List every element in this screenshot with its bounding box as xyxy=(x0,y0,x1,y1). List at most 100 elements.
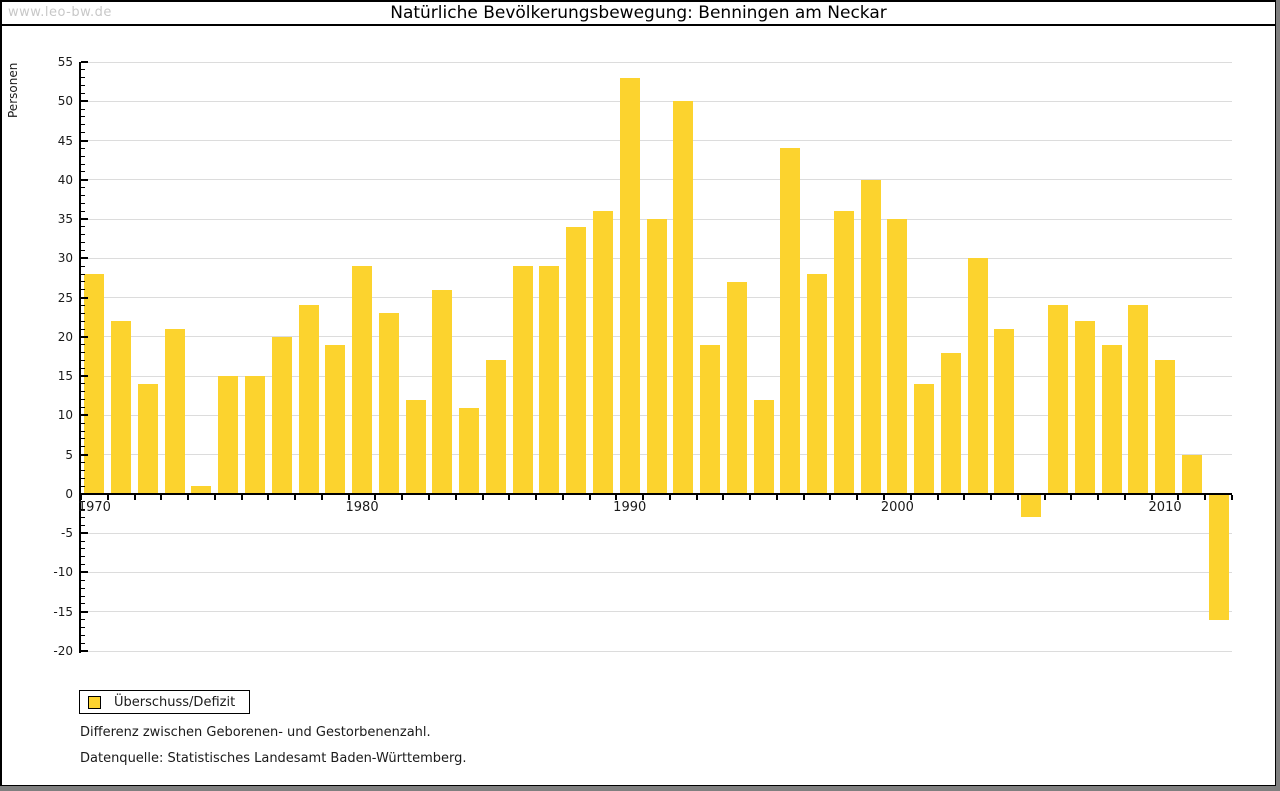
x-axis-tick xyxy=(963,494,966,500)
bar-2008[interactable] xyxy=(1101,344,1122,494)
x-axis-label: 1980 xyxy=(345,499,379,515)
bar-1990[interactable] xyxy=(619,77,640,494)
x-axis-tick xyxy=(883,494,886,500)
y-axis-minor-tick xyxy=(81,603,85,605)
footnote-definition: Differenz zwischen Geborenen- und Gestor… xyxy=(80,725,431,740)
bar-1972[interactable] xyxy=(137,383,158,494)
bar-1982[interactable] xyxy=(405,399,426,494)
x-axis xyxy=(81,492,1232,495)
bar-1996[interactable] xyxy=(780,148,801,494)
bar-1986[interactable] xyxy=(512,266,533,494)
bar-2005[interactable] xyxy=(1021,493,1042,518)
x-axis-tick xyxy=(722,494,725,500)
bar-1984[interactable] xyxy=(459,407,480,494)
y-axis-minor-tick xyxy=(81,273,85,275)
y-axis-minor-tick xyxy=(81,391,85,393)
gridline xyxy=(81,100,1232,102)
gridline xyxy=(81,571,1232,573)
bar-1994[interactable] xyxy=(726,281,747,494)
bar-2012[interactable] xyxy=(1208,493,1229,620)
bar-1989[interactable] xyxy=(592,211,613,494)
y-axis-major-tick xyxy=(81,650,88,652)
page-title: Natürliche Bevölkerungsbewegung: Benning… xyxy=(390,3,887,23)
y-axis-label: 25 xyxy=(57,290,73,305)
bar-1999[interactable] xyxy=(860,179,881,494)
bar-1993[interactable] xyxy=(700,344,721,494)
y-axis-label: 40 xyxy=(57,172,73,187)
bar-1979[interactable] xyxy=(325,344,346,494)
bar-1988[interactable] xyxy=(566,226,587,494)
watermark-logo: www.leo-bw.de xyxy=(8,5,112,20)
bar-1983[interactable] xyxy=(432,289,453,494)
y-axis-major-tick xyxy=(81,610,88,613)
y-axis-minor-tick xyxy=(81,77,85,79)
y-axis-major-tick xyxy=(81,375,88,378)
y-axis-minor-tick xyxy=(81,163,85,165)
y-axis-label: 35 xyxy=(57,212,73,227)
gridline xyxy=(81,179,1232,181)
y-axis-major-tick xyxy=(81,178,88,181)
y-axis-minor-tick xyxy=(81,147,85,149)
bar-1991[interactable] xyxy=(646,219,667,494)
y-axis-minor-tick xyxy=(81,509,85,511)
bar-1995[interactable] xyxy=(753,399,774,494)
bar-1998[interactable] xyxy=(833,211,854,494)
x-axis-tick xyxy=(1097,494,1100,500)
y-axis-minor-tick xyxy=(81,242,85,244)
y-axis-minor-tick xyxy=(81,226,85,228)
y-axis-minor-tick xyxy=(81,328,85,330)
bar-1971[interactable] xyxy=(111,321,132,494)
bar-1973[interactable] xyxy=(164,329,185,494)
bar-2009[interactable] xyxy=(1128,305,1149,494)
bar-2007[interactable] xyxy=(1074,321,1095,494)
y-axis-minor-tick xyxy=(81,430,85,432)
y-axis-minor-tick xyxy=(81,108,85,110)
x-axis-tick xyxy=(829,494,832,500)
gridline xyxy=(81,532,1232,534)
x-axis-tick xyxy=(481,494,484,500)
bar-2002[interactable] xyxy=(940,352,961,494)
bar-2001[interactable] xyxy=(914,383,935,494)
bar-2011[interactable] xyxy=(1181,454,1202,494)
x-axis-tick xyxy=(454,494,457,500)
bar-1977[interactable] xyxy=(271,336,292,494)
y-axis-minor-tick xyxy=(81,367,85,369)
bar-1970[interactable] xyxy=(84,274,105,494)
y-axis-label: 0 xyxy=(65,486,73,501)
bar-1974[interactable] xyxy=(191,486,212,494)
gridline xyxy=(81,61,1232,63)
bar-2006[interactable] xyxy=(1048,305,1068,494)
bar-1997[interactable] xyxy=(807,274,828,494)
bar-1992[interactable] xyxy=(673,101,694,494)
x-axis-tick xyxy=(936,494,939,500)
gridline xyxy=(81,650,1232,652)
y-axis-label: 10 xyxy=(57,408,73,423)
x-axis-tick xyxy=(294,494,297,500)
y-axis-minor-tick xyxy=(81,556,85,558)
y-axis-label: 50 xyxy=(57,94,73,109)
bar-2010[interactable] xyxy=(1155,360,1176,494)
y-axis-minor-tick xyxy=(81,516,85,518)
x-axis-label: 2000 xyxy=(880,499,914,515)
y-axis-minor-tick xyxy=(81,462,85,464)
bar-2000[interactable] xyxy=(887,219,908,494)
bar-1981[interactable] xyxy=(378,313,399,494)
x-axis-tick xyxy=(1204,494,1207,500)
legend-box[interactable]: Überschuss/Defizit xyxy=(79,690,251,714)
bar-1978[interactable] xyxy=(298,305,319,494)
y-axis-major-tick xyxy=(81,335,88,338)
x-axis-tick xyxy=(347,494,350,500)
y-axis-major-tick xyxy=(81,139,88,142)
y-axis-major-tick xyxy=(81,492,88,495)
bar-2004[interactable] xyxy=(994,329,1015,494)
x-axis-tick xyxy=(427,494,430,500)
y-axis-label: -15 xyxy=(53,604,73,619)
bar-1985[interactable] xyxy=(485,360,506,494)
bar-2003[interactable] xyxy=(967,258,988,494)
bar-1980[interactable] xyxy=(352,266,373,494)
bar-1975[interactable] xyxy=(218,376,239,494)
bar-1976[interactable] xyxy=(244,376,265,494)
bar-1987[interactable] xyxy=(539,266,560,494)
